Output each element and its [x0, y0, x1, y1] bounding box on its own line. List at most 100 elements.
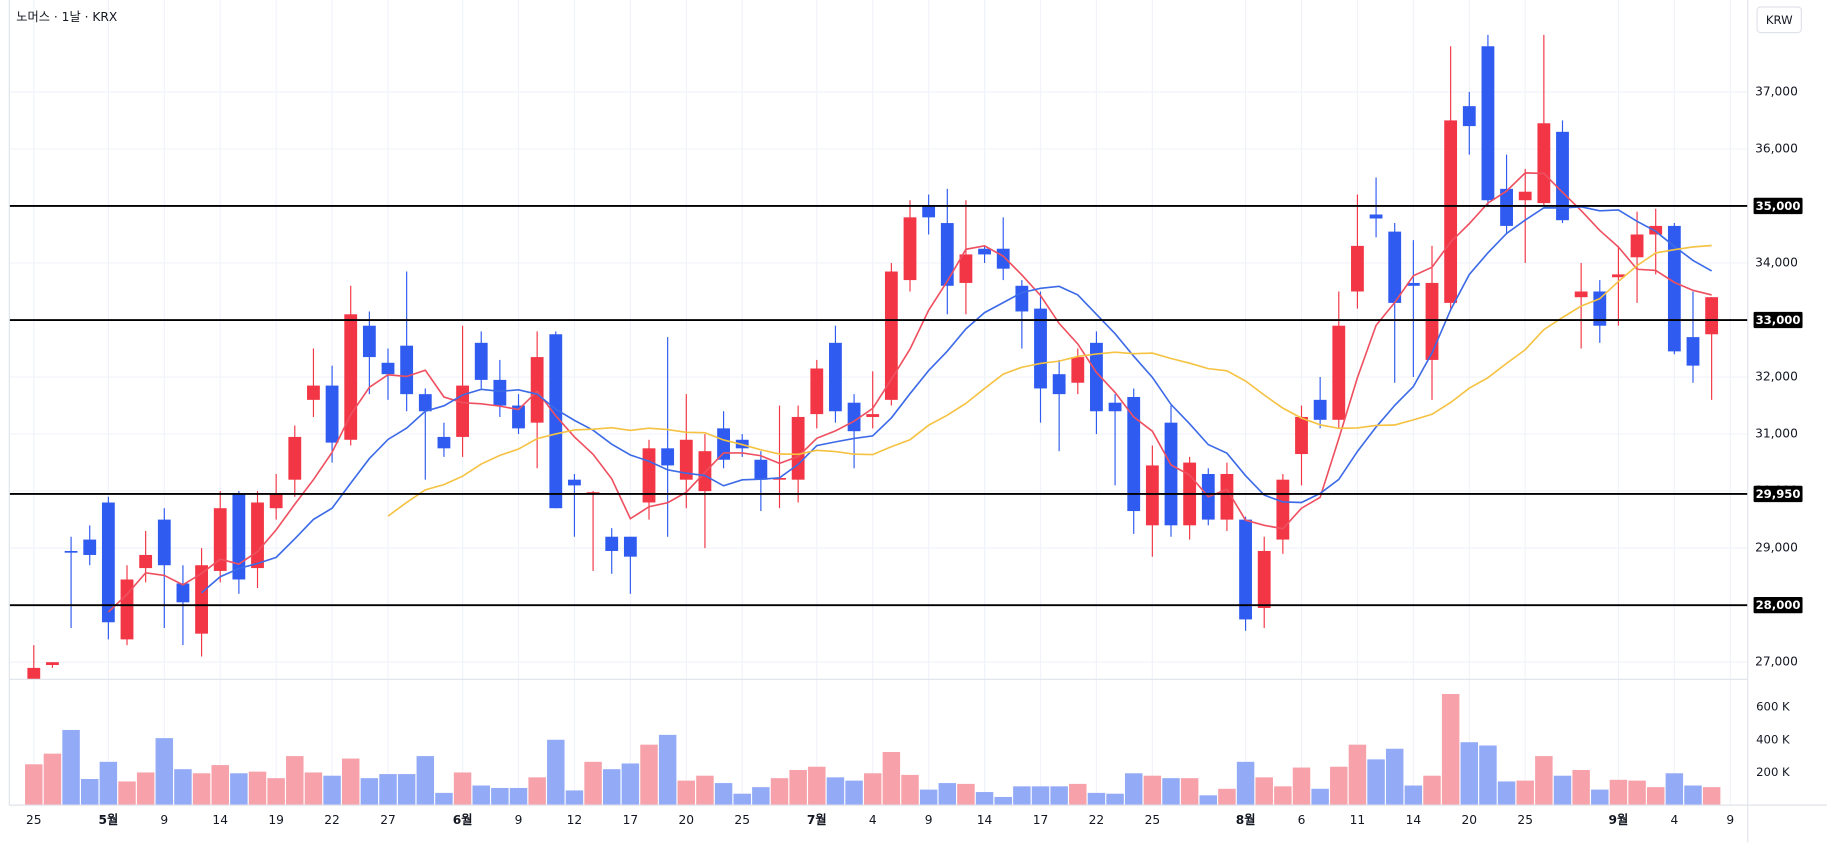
x-tick-label: 25 [26, 813, 42, 827]
x-tick-label: 12 [567, 813, 583, 827]
volume-tick-label: 600 K [1756, 700, 1790, 714]
x-tick-label: 25 [1145, 813, 1161, 827]
candle-body [27, 667, 41, 680]
volume-bar [1143, 775, 1162, 806]
volume-bar [1255, 777, 1273, 806]
x-tick-label: 6 [1298, 813, 1306, 827]
volume-bar [435, 792, 453, 806]
candle-body [1574, 291, 1588, 298]
x-tick-label: 22 [1089, 813, 1105, 827]
candle-body [269, 493, 283, 509]
volume-bar [509, 787, 528, 806]
candle-body [1630, 234, 1644, 258]
x-tick-label: 11 [1350, 813, 1366, 827]
volume-bar [323, 775, 341, 806]
volume-bar [1330, 766, 1348, 806]
candle-body [940, 223, 954, 286]
y-tick-label: 36,000 [1755, 141, 1798, 155]
x-tick-label: 9월 [1609, 812, 1629, 827]
volume-bar [248, 771, 267, 806]
volume-bar [304, 772, 323, 806]
candle-body [1537, 123, 1551, 204]
volume-bar [826, 777, 845, 806]
level-label: 33,000 [1756, 313, 1801, 327]
volume-bar [1199, 795, 1218, 806]
volume-bar [1218, 788, 1236, 806]
candle-body [549, 334, 563, 509]
x-tick-label: 7월 [807, 812, 827, 827]
volume-bar [863, 773, 882, 806]
volume-bar [155, 738, 174, 806]
volume-bar [1236, 761, 1255, 806]
candle-body [213, 508, 227, 571]
volume-bar [491, 787, 509, 806]
candle-body [493, 379, 507, 406]
candle-body [344, 314, 358, 440]
currency-button[interactable] [1756, 6, 1802, 34]
level-label: 28,000 [1756, 598, 1801, 612]
candle-body [568, 479, 581, 486]
volume-bar [1591, 789, 1609, 806]
volume-bar [1050, 786, 1068, 806]
volume-bar [770, 778, 789, 806]
candle-body [288, 436, 302, 480]
candle-body [1332, 325, 1346, 420]
volume-bar [808, 766, 826, 806]
volume-bar [1106, 793, 1124, 806]
candle-body [512, 405, 525, 429]
price-pane [9, 34, 1748, 680]
volume-bar [1348, 744, 1367, 806]
candle-body [1612, 274, 1625, 278]
volume-bar [1069, 783, 1087, 806]
volume-bar [677, 780, 696, 806]
candle-body [605, 536, 619, 551]
candle-body [1164, 422, 1178, 526]
x-tick-label: 14 [977, 813, 993, 827]
y-tick-label: 37,000 [1755, 84, 1798, 98]
candle-body [307, 385, 320, 400]
volume-bar [1535, 756, 1553, 806]
volume-bar [1553, 775, 1572, 806]
x-tick-label: 22 [324, 813, 340, 827]
candle-body [810, 368, 824, 415]
candle-body [157, 519, 171, 566]
volume-bar [975, 792, 994, 806]
candle-body [1705, 297, 1719, 335]
volume-bar [99, 761, 118, 806]
candle-body [623, 536, 637, 557]
candle-body [1425, 282, 1439, 360]
candle-body [1071, 357, 1085, 383]
volume-bar [1274, 786, 1292, 806]
candle-body [717, 428, 730, 460]
volume-bar [1684, 785, 1702, 806]
volume-bar [1180, 778, 1199, 806]
candle-body [1500, 188, 1513, 226]
volume-bar [192, 773, 211, 806]
currency-label[interactable]: KRW [1766, 13, 1793, 27]
volume-pane [25, 694, 1721, 806]
candle-body [1127, 396, 1141, 512]
candle-body [1239, 519, 1252, 620]
volume-bar [547, 739, 565, 806]
candle-body [530, 357, 544, 423]
volume-bar [901, 774, 919, 806]
moving-average-line [107, 172, 1712, 613]
candle-body [101, 502, 115, 623]
x-tick-label: 4 [869, 813, 877, 827]
volume-bar [752, 787, 770, 806]
x-tick-label: 19 [268, 813, 284, 827]
candle-body [1667, 225, 1681, 352]
volume-bar [882, 752, 901, 806]
x-tick-label: 17 [1033, 813, 1049, 827]
level-label-box [1753, 197, 1803, 215]
candle-body [922, 205, 936, 218]
volume-bar [1404, 785, 1423, 806]
x-tick-label: 4 [1670, 813, 1678, 827]
volume-bar [1628, 780, 1646, 806]
candle-body [418, 394, 432, 412]
volume-bar [1311, 788, 1329, 806]
candle-body [1686, 337, 1700, 366]
candle-body [679, 439, 693, 480]
volume-bar [696, 775, 714, 806]
